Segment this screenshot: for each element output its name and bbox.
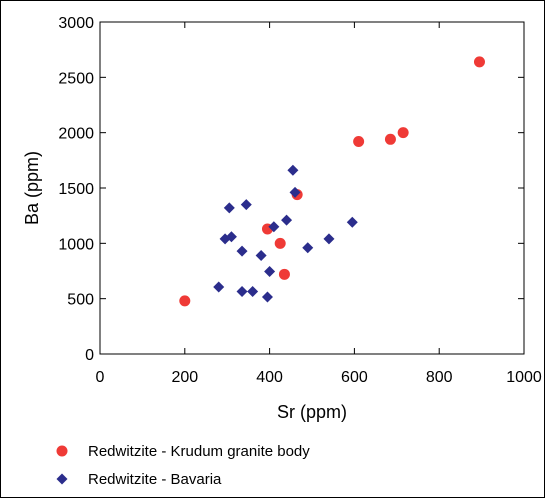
data-point-krudum (179, 295, 191, 307)
x-axis: 0 200 400 600 800 1000 (96, 22, 542, 386)
x-tick-label: 800 (426, 369, 453, 386)
x-tick-label: 1000 (506, 369, 542, 386)
y-tick-label: 3000 (58, 15, 94, 32)
plot-area (99, 21, 525, 355)
y-tick-label: 2500 (58, 70, 94, 87)
y-axis-title: Ba (ppm) (22, 151, 42, 225)
y-tick-label: 1500 (58, 181, 94, 198)
data-point-bavaria (268, 221, 280, 233)
data-point-bavaria (323, 233, 335, 245)
data-point-bavaria (261, 291, 273, 303)
data-point-bavaria (236, 285, 248, 297)
data-point-krudum (274, 237, 286, 249)
data-point-bavaria (289, 186, 301, 198)
data-point-krudum (397, 127, 409, 139)
data-point-krudum (384, 133, 396, 145)
x-tick-label: 400 (256, 369, 283, 386)
data-point-krudum (353, 136, 365, 148)
legend-item-bavaria: Redwitzite - Bavaria (56, 471, 222, 488)
legend-label-bavaria: Redwitzite - Bavaria (88, 471, 222, 488)
legend: Redwitzite - Krudum granite body Redwitz… (56, 443, 310, 488)
data-point-bavaria (213, 281, 225, 293)
x-tick-label: 200 (171, 369, 198, 386)
data-point-bavaria (302, 242, 314, 254)
data-point-bavaria (346, 216, 358, 228)
legend-marker-diamond (56, 473, 68, 485)
plot-border (99, 21, 525, 355)
data-point-bavaria (287, 164, 299, 176)
x-tick-label: 600 (341, 369, 368, 386)
y-tick-label: 2000 (58, 126, 94, 143)
data-point-bavaria (281, 214, 293, 226)
data-points (179, 56, 485, 307)
data-point-bavaria (236, 245, 248, 257)
y-tick-label: 1000 (58, 236, 94, 253)
y-tick-label: 500 (67, 292, 94, 309)
legend-item-krudum: Redwitzite - Krudum granite body (56, 443, 310, 460)
x-axis-title: Sr (ppm) (277, 402, 347, 422)
data-point-bavaria (264, 266, 276, 278)
data-point-bavaria (240, 199, 252, 211)
data-point-krudum (278, 268, 290, 280)
legend-marker-circle (56, 445, 68, 457)
data-point-bavaria (255, 250, 267, 262)
data-point-bavaria (247, 285, 259, 297)
y-axis: 0 500 1000 1500 2000 2500 3000 (58, 15, 524, 364)
legend-label-krudum: Redwitzite - Krudum granite body (88, 443, 310, 460)
data-point-bavaria (223, 202, 235, 214)
x-tick-label: 0 (96, 369, 105, 386)
data-point-krudum (473, 56, 485, 68)
data-point-bavaria (225, 231, 237, 243)
y-tick-label: 0 (85, 347, 94, 364)
